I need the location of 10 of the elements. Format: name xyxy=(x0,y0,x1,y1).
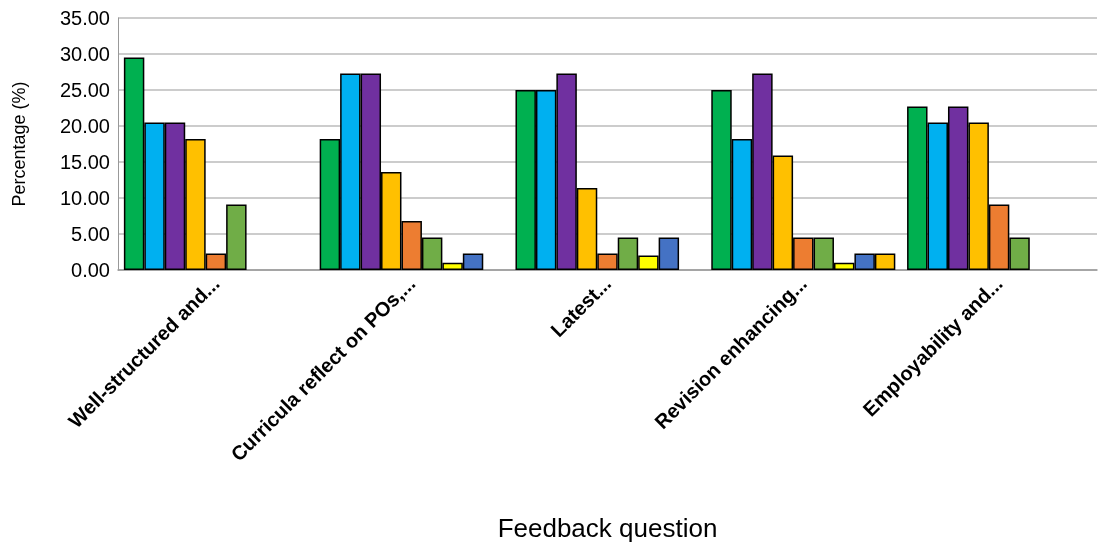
y-tick-label: 5.00 xyxy=(71,223,110,245)
y-tick-label: 0.00 xyxy=(71,259,110,281)
y-tick-label: 30.00 xyxy=(59,43,110,65)
y-tick-label: 10.00 xyxy=(59,187,110,209)
x-axis-title: Feedback question xyxy=(497,513,718,543)
y-tick-label: 25.00 xyxy=(59,79,110,101)
y-tick-label: 35.00 xyxy=(59,7,110,29)
y-axis-title: Percentage (%) xyxy=(9,81,29,207)
y-tick-label: 15.00 xyxy=(59,151,110,173)
y-tick-label: 20.00 xyxy=(59,115,110,137)
